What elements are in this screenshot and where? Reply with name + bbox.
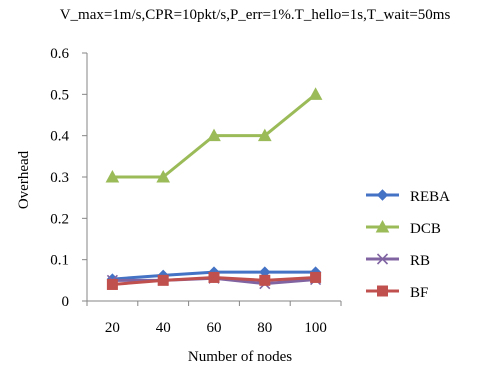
x-tick-label: 80 [257,320,272,336]
data-point-bf [106,278,118,290]
y-tick-label: 0 [62,294,70,310]
legend-marker-reba [376,189,389,201]
legend-marker-rb [376,253,389,265]
legend-label-bf: BF [410,285,428,301]
data-point-dcb [207,128,221,142]
data-point-dcb [257,128,272,142]
legend-marker-bf [377,285,388,297]
chart-title: V_max=1m/s,CPR=10pkt/s,P_err=1%.T_hello=… [59,7,451,23]
legend-label-rb: RB [410,253,430,269]
legend: REBA DCB RB BF [366,189,450,301]
y-tick-label: 0.1 [50,253,69,269]
x-tick-label: 100 [304,320,327,336]
legend-label-dcb: DCB [410,221,441,237]
series-layer [105,87,323,290]
y-tick-label: 0.5 [50,87,69,103]
axes: 0 0.1 0.2 0.3 0.4 0.5 0.6 20 40 60 80 100 [50,46,342,336]
x-tick-label: 40 [156,320,171,336]
data-point-dcb [105,169,120,183]
legend-label-reba: REBA [410,189,450,205]
data-point-dcb [156,169,171,183]
x-tick-label: 20 [105,320,120,336]
y-axis-title: Overhead [16,150,32,209]
data-point-bf [310,271,322,283]
y-tick-label: 0.2 [50,211,69,227]
data-point-dcb [308,87,323,100]
y-tick-label: 0.6 [50,46,69,62]
legend-marker-dcb [375,219,390,233]
data-point-bf [208,271,220,283]
y-tick-label: 0.3 [50,170,69,186]
x-tick-label: 60 [207,320,222,336]
data-point-bf [157,274,169,286]
data-point-bf [259,274,271,286]
x-axis-title: Number of nodes [188,349,292,365]
y-tick-label: 0.4 [50,129,69,145]
